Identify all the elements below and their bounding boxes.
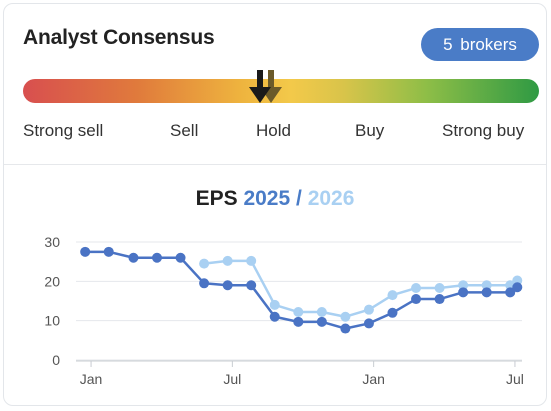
data-point-2026 — [199, 258, 210, 269]
data-point-2026 — [363, 304, 374, 315]
eps-chart-section: EPS 2025 / 2026 0 10 20 30 Jan Jul Jan Jul — [4, 164, 546, 407]
chart-title-year-2025: 2025 — [243, 187, 291, 210]
data-point-2025 — [152, 252, 162, 263]
data-point-2025 — [505, 287, 516, 298]
brokers-count-button[interactable]: 5 brokers — [421, 28, 539, 61]
data-point-2025 — [316, 316, 327, 327]
y-tick-label: 30 — [44, 234, 60, 250]
data-point-2026 — [222, 255, 233, 266]
data-point-2026 — [269, 299, 280, 310]
data-point-2025 — [458, 287, 469, 298]
data-point-2026 — [387, 290, 398, 301]
scale-label-sell: Sell — [170, 121, 199, 140]
y-tick-label: 0 — [52, 352, 60, 368]
data-point-2026 — [411, 283, 422, 294]
x-tick-label: Jul — [506, 371, 524, 387]
data-point-2025 — [175, 252, 186, 263]
data-point-2026 — [340, 311, 351, 322]
data-point-2025 — [434, 294, 445, 305]
data-point-2025 — [199, 278, 210, 289]
y-tick-label: 20 — [44, 273, 60, 289]
data-point-2025 — [481, 287, 492, 298]
data-point-2025 — [103, 246, 114, 257]
consensus-section: Analyst Consensus 5 brokers Strong sell … — [4, 4, 546, 165]
data-point-2025 — [269, 311, 280, 322]
data-point-2025 — [411, 294, 422, 305]
data-point-2025 — [128, 252, 139, 263]
data-point-2025 — [340, 323, 351, 334]
data-point-2026 — [316, 307, 327, 318]
scale-label-hold: Hold — [256, 121, 291, 140]
data-point-2026 — [458, 280, 469, 291]
x-tick-label: Jan — [362, 371, 385, 387]
data-point-2025 — [246, 280, 257, 291]
card-title: Analyst Consensus — [23, 26, 215, 49]
data-point-2025 — [293, 316, 304, 327]
y-tick-label: 10 — [44, 313, 60, 329]
data-point-2025 — [222, 280, 233, 291]
current-rating-arrow-icon — [249, 70, 272, 103]
scale-label-strong-buy: Strong buy — [442, 121, 525, 140]
chart-title-separator: / — [296, 187, 302, 210]
data-point-2025 — [512, 282, 523, 293]
scale-label-buy: Buy — [355, 121, 385, 140]
chart-title-year-2026: 2026 — [307, 187, 355, 210]
data-point-2025 — [363, 318, 374, 329]
x-tick-label: Jul — [223, 371, 241, 387]
chart-title-label: EPS — [195, 187, 238, 210]
eps-line-chart: 0 10 20 30 Jan Jul Jan Jul — [44, 234, 524, 387]
data-point-2026 — [246, 255, 257, 266]
data-point-2026 — [481, 280, 492, 291]
scale-label-strong-sell: Strong sell — [23, 121, 104, 140]
series-line-2025 — [85, 250, 519, 330]
data-point-2026 — [293, 307, 304, 318]
analyst-consensus-card: Analyst Consensus 5 brokers Strong sell … — [3, 3, 547, 406]
chart-title: EPS 2025 / 2026 — [4, 187, 546, 211]
data-point-2026 — [434, 283, 445, 294]
data-point-2025 — [80, 246, 91, 257]
data-point-2025 — [387, 307, 398, 318]
rating-gauge-bar — [23, 79, 539, 103]
x-tick-label: Jan — [80, 371, 103, 387]
